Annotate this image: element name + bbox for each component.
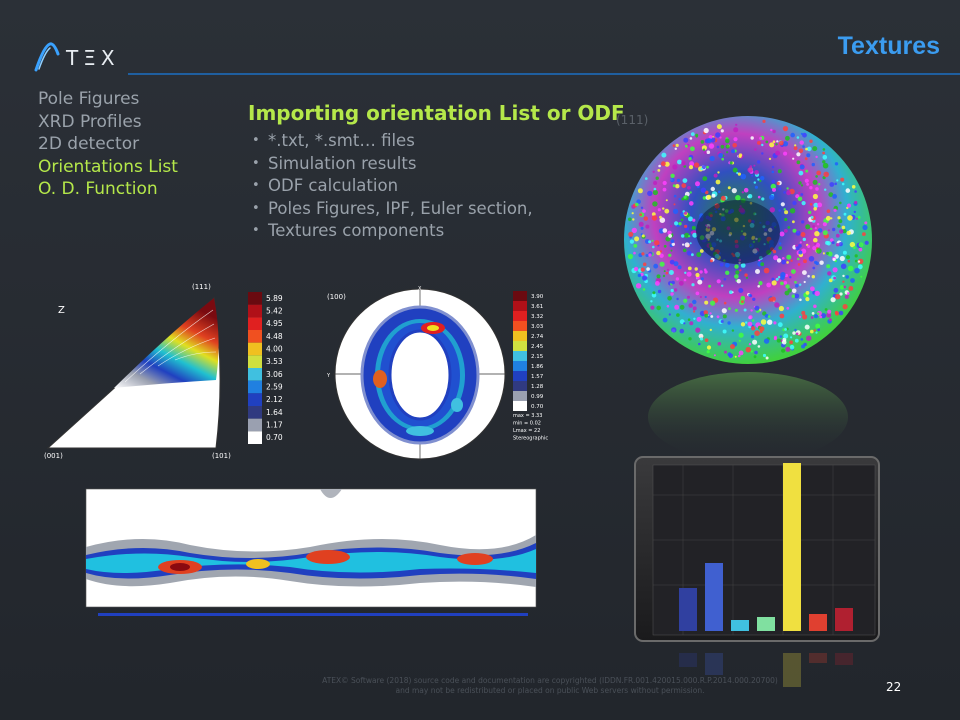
scale-swatch <box>248 368 262 381</box>
scale-tick-label: 0.70 <box>531 404 544 410</box>
scale-swatch <box>248 380 262 394</box>
scale-tick-label: 4.48 <box>266 332 283 341</box>
scale-tick-label: 2.45 <box>531 344 544 350</box>
pole-figure-stat: min = 0.02 <box>513 421 541 427</box>
pole-figure-x-label: X <box>418 286 422 292</box>
feature-list: *.txt, *.smt… files Simulation results O… <box>252 130 533 243</box>
section-nav: Pole Figures XRD Profiles 2D detector Or… <box>38 88 178 201</box>
scale-tick-label: 1.28 <box>531 384 544 390</box>
chart-bar <box>679 588 697 631</box>
scale-swatch <box>513 361 527 371</box>
scale-swatch <box>248 342 262 356</box>
ipf-color-scale: 5.89 5.42 4.95 4.48 4.00 3.53 3.06 2.59 2.12 1.64… <box>248 292 283 444</box>
nav-item-orientations-list[interactable]: Orientations List <box>38 156 178 177</box>
volume-fraction-chart <box>634 456 880 687</box>
ipf-corner-111: (111) <box>192 283 211 291</box>
pole-figure-100: (100) X Y 3.90 3.61 3.32 3.03 2.74 2.45 2.15 1.… <box>326 286 548 461</box>
copyright-line-2: and may not be redistributed or placed o… <box>395 686 705 695</box>
scale-tick-label: 0.99 <box>531 394 544 400</box>
scale-swatch <box>513 301 527 311</box>
bullet-item-continuation: Textures components <box>252 220 533 243</box>
scale-tick-label: 3.03 <box>531 324 544 330</box>
pole-figure-color-scale: 3.90 3.61 3.32 3.03 2.74 2.45 2.15 1.86 1.57 1.28… <box>513 291 544 411</box>
scale-swatch <box>248 393 262 406</box>
ipf-z-label: Z <box>58 305 65 316</box>
bullet-item: ODF calculation <box>252 175 533 198</box>
scale-swatch <box>248 418 262 432</box>
sphere-reflection <box>648 372 848 462</box>
chart-bar <box>809 614 827 631</box>
pole-figure-stat: max = 3.33 <box>513 413 542 419</box>
bullet-item: Poles Figures, IPF, Euler section, <box>252 198 533 221</box>
nav-item-pole-figures[interactable]: Pole Figures <box>38 89 140 109</box>
scale-tick-label: 2.12 <box>266 395 283 404</box>
nav-item-xrd-profiles[interactable]: XRD Profiles <box>38 111 142 132</box>
copyright-line-1: ATEX© Software (2018) source code and do… <box>322 676 778 685</box>
scale-tick-label: 3.90 <box>531 294 544 300</box>
scale-swatch <box>248 406 262 419</box>
scale-swatch <box>513 401 527 411</box>
nav-item-odf[interactable]: O. D. Function <box>38 179 158 199</box>
scale-swatch <box>248 431 262 444</box>
chart-bar <box>757 617 775 631</box>
chart-bar <box>705 563 723 631</box>
atex-logo <box>34 42 60 72</box>
pole-figure-label: (100) <box>327 293 346 301</box>
scale-swatch <box>248 317 262 330</box>
bullet-item: *.txt, *.smt… files <box>252 130 533 153</box>
chart-bar <box>783 463 801 631</box>
scale-tick-label: 3.53 <box>266 357 283 366</box>
scale-tick-label: 5.42 <box>266 307 283 316</box>
scale-tick-label: 4.95 <box>266 319 283 328</box>
scale-tick-label: 2.59 <box>266 383 283 392</box>
scale-tick-label: 3.32 <box>531 314 543 320</box>
scale-tick-label: 4.00 <box>266 345 283 354</box>
header-rule <box>128 73 960 75</box>
scale-tick-label: 1.64 <box>266 408 283 417</box>
pole-figure-stat: Stereographic <box>513 436 548 442</box>
ipf-corner-101: (101) <box>212 452 231 460</box>
ipf-corner-001: (001) <box>44 452 63 460</box>
scale-swatch <box>513 321 527 331</box>
scale-tick-label: 2.15 <box>531 354 544 360</box>
scale-swatch <box>248 330 262 343</box>
scale-swatch <box>513 381 527 391</box>
bullet-item: Simulation results <box>252 153 533 176</box>
slide-title: Textures <box>837 32 940 60</box>
orientation-sphere <box>624 116 872 462</box>
page-number: 22 <box>886 680 902 694</box>
pole-figure-y-label: Y <box>326 373 331 379</box>
scale-tick-label: 1.86 <box>531 364 544 370</box>
chart-bar <box>835 608 853 631</box>
scale-swatch <box>513 331 527 341</box>
scale-tick-label: 5.89 <box>266 294 283 303</box>
euler-section <box>85 488 537 616</box>
scale-swatch <box>248 304 262 318</box>
heading-ghost-label: (111) <box>616 113 649 127</box>
scale-tick-label: 0.70 <box>266 433 283 442</box>
scale-swatch <box>248 355 262 368</box>
scale-swatch <box>513 311 527 321</box>
scale-tick-label: 3.61 <box>531 304 543 310</box>
pole-figure-stat: Lmax = 22 <box>513 428 540 434</box>
logo-text: TΞX <box>66 46 120 70</box>
copyright-footer: ATEX© Software (2018) source code and do… <box>250 676 850 696</box>
nav-item-2d-detector[interactable]: 2D detector <box>38 134 140 154</box>
scale-swatch <box>513 371 527 381</box>
scale-swatch <box>513 351 527 361</box>
section-heading: Importing orientation List or ODF <box>248 101 625 125</box>
scale-tick-label: 1.17 <box>266 421 283 430</box>
inverse-pole-figure: Z (111) (001) (101) 5.89 5.42 4.95 4.48 4.00… <box>44 283 283 460</box>
scale-swatch <box>513 391 527 401</box>
scale-tick-label: 2.74 <box>531 334 544 340</box>
scale-tick-label: 3.06 <box>266 370 283 379</box>
scale-swatch <box>513 341 527 351</box>
chart-bar <box>731 620 749 631</box>
scale-swatch <box>248 292 262 305</box>
scale-swatch <box>513 291 527 301</box>
scale-tick-label: 1.57 <box>531 374 544 380</box>
ipf-density-band <box>114 298 219 388</box>
